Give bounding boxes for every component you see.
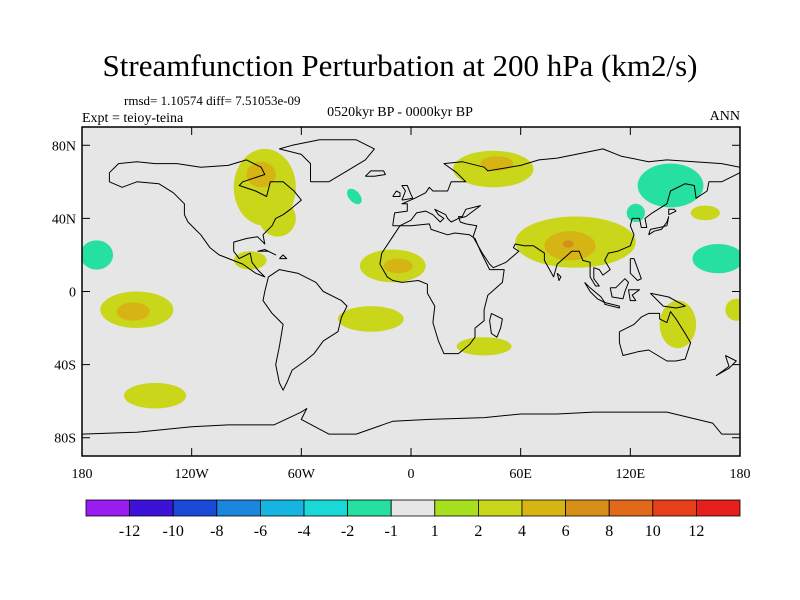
x-tick-label: 60W <box>288 467 316 482</box>
colorbar-box <box>390 499 436 517</box>
region-caribbean-high <box>233 251 267 270</box>
coastline-16 <box>650 292 686 309</box>
colorbar-box <box>85 499 130 517</box>
colorbar-box <box>696 499 741 517</box>
coastline-4 <box>379 223 505 355</box>
y-tick-label: 80N <box>52 139 76 154</box>
colorbar-label: 6 <box>562 523 570 540</box>
colorbar-label: -6 <box>254 523 267 540</box>
region-dateline-high <box>725 298 740 321</box>
x-tick-label: 0 <box>408 467 415 482</box>
colorbar: -12 -10 -8 -6 -4 -2 -1 1 2 4 6 8 10 12 <box>85 499 741 540</box>
y-tick-label: 80S <box>54 432 76 447</box>
coastline-10 <box>648 216 670 236</box>
rmsd-diff-stats: rmsd= 1.10574 diff= 7.51053e-09 <box>124 93 301 108</box>
region-east-pacific-low-core <box>82 240 114 270</box>
region-west-pacific-low-core <box>692 243 740 274</box>
colorbar-box <box>434 499 479 517</box>
region-west-pacific-high <box>690 205 720 221</box>
colorbar-box <box>652 499 697 517</box>
experiment-label: Expt = teioy-teina <box>82 111 184 126</box>
region-south-america-low <box>241 295 296 332</box>
colorbar-box <box>608 499 654 517</box>
colorbar-box <box>129 499 174 517</box>
region-north-america-south <box>259 200 296 237</box>
region-central-asia-high-core <box>562 240 574 248</box>
y-tick-label: 40N <box>52 212 76 227</box>
x-tick-label: 60E <box>509 467 532 482</box>
region-east-asia-low <box>626 203 645 223</box>
region-north-america-core <box>246 161 276 188</box>
colorbar-label: -2 <box>341 523 354 540</box>
coastline-17 <box>629 258 642 281</box>
coastline-18 <box>556 272 562 281</box>
coastline-20 <box>257 249 277 256</box>
colorbar-box <box>565 499 610 517</box>
x-tick-label: 120E <box>616 467 646 482</box>
colorbar-label: 8 <box>605 523 613 540</box>
region-africa-high-core <box>383 258 413 274</box>
coastline-7 <box>364 170 386 177</box>
region-europe-high-core <box>480 156 514 171</box>
coastline-21 <box>279 254 288 260</box>
coastline-15 <box>628 289 640 302</box>
coastline-5 <box>489 312 503 338</box>
region-south-pacific-high-core <box>116 302 150 321</box>
colorbar-label: -4 <box>297 523 310 540</box>
region-south-atlantic-high <box>337 306 404 332</box>
colorbar-label: -12 <box>119 523 140 540</box>
colorbar-box <box>259 499 305 517</box>
region-mediterranean-low <box>425 222 455 237</box>
region-north-atlantic-low-core <box>346 188 362 205</box>
coastline-11 <box>668 208 677 216</box>
colorbar-box <box>216 499 261 517</box>
colorbar-label: 1 <box>431 523 439 540</box>
colorbar-label: 4 <box>518 523 526 540</box>
coastline-8 <box>401 185 414 201</box>
y-tick-label: 40S <box>54 359 76 374</box>
colorbar-label: -8 <box>210 523 223 540</box>
colorbar-label: 12 <box>688 523 704 540</box>
colorbar-label: -1 <box>385 523 398 540</box>
coastlines <box>82 139 740 435</box>
colorbar-box <box>172 499 218 517</box>
season-label: ANN <box>709 109 740 124</box>
coastline-3 <box>392 148 740 287</box>
region-siberia-low-core <box>637 163 704 208</box>
x-tick-label: 120W <box>175 467 210 482</box>
colorbar-box <box>521 499 566 517</box>
coastline-2 <box>262 269 348 391</box>
coastline-19 <box>715 355 737 377</box>
map-axes: 180 120W 60W 0 60E 120E 180 80N 40N 0 40S 80S <box>52 127 751 482</box>
x-tick-label: 180 <box>730 467 751 482</box>
colorbar-box <box>303 499 348 517</box>
coastline-14 <box>604 302 620 309</box>
colorbar-box <box>477 499 523 517</box>
y-tick-label: 0 <box>69 286 76 301</box>
coastline-6 <box>618 311 692 362</box>
region-southern-ocean-high <box>124 382 187 409</box>
region-south-indian-high <box>456 337 512 356</box>
coastline-22 <box>82 408 740 435</box>
coastline-9 <box>392 190 401 197</box>
colorbar-label: 10 <box>645 523 661 540</box>
colorbar-label: 2 <box>474 523 482 540</box>
x-tick-label: 180 <box>72 467 93 482</box>
coastline-1 <box>278 139 375 183</box>
region-north-pacific-low <box>82 163 143 190</box>
period-label: 0520kyr BP - 0000kyr BP <box>327 105 473 120</box>
coastline-13 <box>609 278 629 300</box>
colorbar-label: -10 <box>163 523 184 540</box>
colorbar-box <box>347 499 392 517</box>
chart-title: Streamfunction Perturbation at 200 hPa (… <box>102 48 698 83</box>
coastline-0 <box>108 159 302 278</box>
